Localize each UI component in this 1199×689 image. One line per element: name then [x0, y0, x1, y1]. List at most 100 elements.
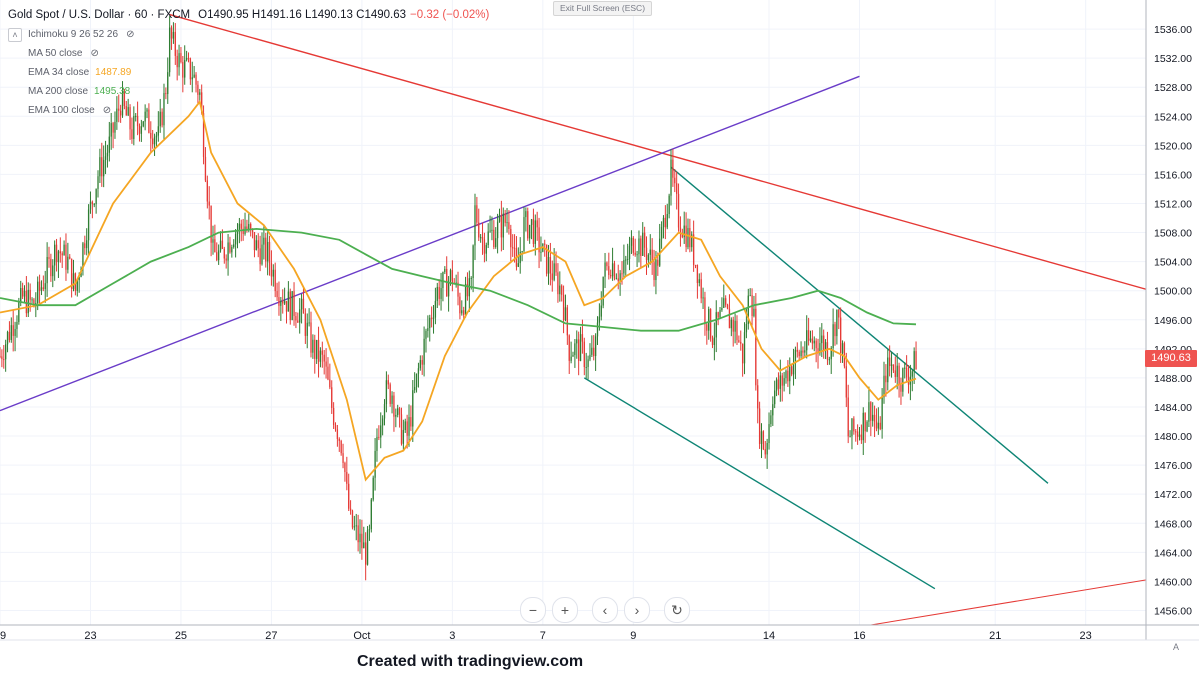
candle — [651, 249, 653, 263]
candle — [114, 121, 116, 133]
candle — [896, 365, 898, 377]
indicator-ma50[interactable]: MA 50 close ⊘ — [8, 44, 489, 63]
candle — [121, 91, 124, 116]
candle — [321, 350, 323, 355]
candle — [768, 424, 770, 444]
candle — [31, 299, 33, 301]
candle — [466, 283, 469, 297]
candle — [687, 228, 689, 248]
candle — [832, 324, 834, 349]
zoom-in-button[interactable]: + — [552, 597, 578, 623]
candle — [255, 240, 258, 251]
candle — [380, 425, 382, 438]
candle — [464, 283, 467, 315]
indicator-label: EMA 100 close — [28, 105, 95, 116]
indicator-value: 1495.38 — [94, 86, 131, 97]
candle — [242, 228, 244, 234]
candle — [287, 291, 290, 312]
trendline — [169, 13, 1147, 290]
candle — [223, 248, 225, 259]
exit-fullscreen-button[interactable]: Exit Full Screen (ESC) — [553, 1, 653, 16]
candle — [306, 322, 308, 336]
candle — [866, 421, 868, 432]
x-tick-label: 27 — [265, 630, 277, 642]
candle — [78, 277, 80, 281]
candle — [161, 111, 163, 126]
candle — [534, 220, 536, 244]
candle — [383, 404, 386, 419]
candle — [216, 252, 218, 261]
candle — [807, 330, 810, 341]
candle — [587, 359, 589, 367]
candle — [564, 307, 567, 321]
candle — [887, 357, 889, 383]
candle — [913, 351, 915, 372]
candle — [135, 115, 137, 117]
candle — [310, 322, 312, 353]
candle — [204, 156, 207, 181]
candle — [555, 263, 557, 273]
scroll-left-button[interactable]: ‹ — [592, 597, 618, 623]
candle — [779, 375, 781, 389]
candle — [487, 231, 489, 246]
candle — [165, 93, 167, 95]
trendline — [583, 377, 936, 590]
candle — [353, 526, 356, 528]
reset-chart-button[interactable]: ↻ — [664, 597, 690, 623]
candle — [485, 245, 487, 254]
candle — [0, 356, 1, 358]
candle — [792, 363, 795, 375]
candle — [713, 337, 716, 346]
eye-hidden-icon[interactable]: ⊘ — [90, 48, 99, 59]
indicator-ma200[interactable]: MA 200 close 1495.38 — [8, 82, 489, 101]
candle — [904, 367, 906, 369]
candle — [108, 136, 110, 153]
candle — [855, 431, 857, 433]
candle — [116, 108, 118, 122]
candle — [351, 510, 354, 528]
candle — [711, 338, 714, 346]
candle — [376, 436, 378, 451]
candle — [389, 384, 391, 404]
candle — [29, 289, 31, 300]
candle — [317, 339, 320, 362]
eye-hidden-icon[interactable]: ⊘ — [102, 105, 112, 116]
candle — [606, 262, 608, 267]
candle — [743, 332, 746, 364]
eye-hidden-icon[interactable]: ⊘ — [126, 29, 135, 40]
zoom-out-button[interactable]: − — [520, 597, 546, 623]
candle — [900, 385, 902, 392]
candle — [314, 339, 316, 359]
candle — [363, 542, 365, 549]
candle — [461, 310, 463, 314]
candle — [365, 542, 367, 565]
collapse-indicators-button[interactable]: ˄ — [8, 27, 22, 42]
candle — [826, 342, 829, 360]
candle — [666, 214, 668, 228]
trendline — [0, 75, 860, 412]
candle — [706, 324, 708, 331]
indicator-ichimoku[interactable]: ˄ Ichimoku 9 26 52 26 ⊘ — [8, 25, 489, 44]
candle — [355, 525, 357, 527]
candle — [202, 113, 205, 157]
candle — [636, 254, 638, 256]
candle — [725, 298, 727, 305]
candle — [293, 291, 295, 316]
x-tick-label: 7 — [540, 630, 546, 642]
candle — [150, 132, 152, 139]
candle — [104, 156, 107, 160]
candle — [278, 297, 280, 306]
scroll-right-button[interactable]: › — [624, 597, 650, 623]
candle — [300, 298, 303, 310]
indicator-ema34[interactable]: EMA 34 close 1487.89 — [8, 63, 489, 82]
candle — [679, 227, 682, 234]
indicator-ema100[interactable]: EMA 100 close ⊘ — [8, 101, 489, 120]
symbol-title[interactable]: Gold Spot / U.S. Dollar · 60 · FXCM — [8, 9, 191, 21]
auto-scale-button[interactable]: A — [1172, 642, 1179, 652]
candle — [696, 265, 699, 284]
candle — [197, 84, 199, 95]
candle — [513, 247, 516, 249]
candle — [700, 279, 702, 299]
